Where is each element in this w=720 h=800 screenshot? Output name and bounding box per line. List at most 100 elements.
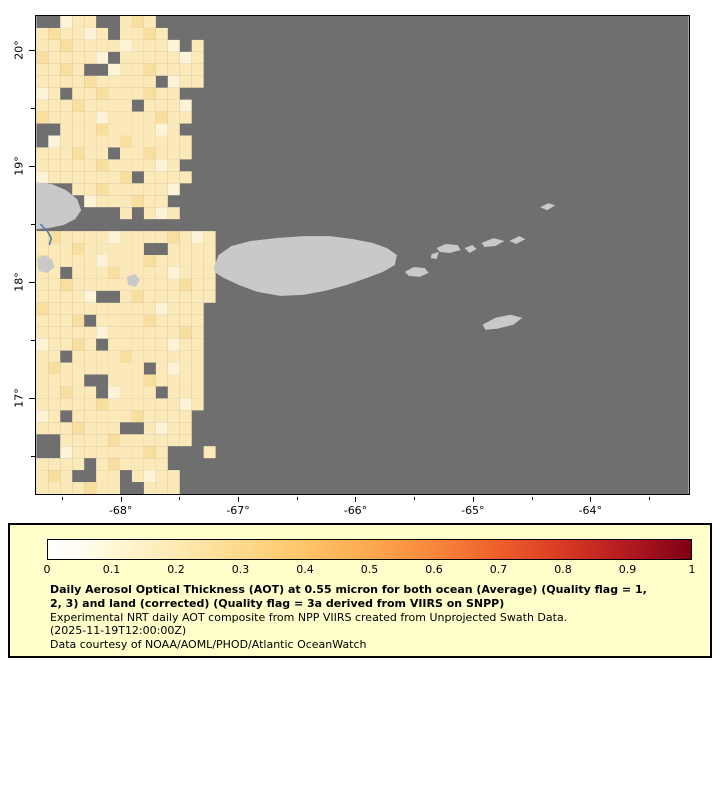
- aot-cell: [108, 111, 121, 124]
- aot-cell: [36, 27, 49, 40]
- aot-cell: [155, 135, 168, 148]
- aot-cell: [108, 338, 121, 351]
- aot-cell: [191, 255, 204, 267]
- x-axis-minor-tick: [179, 497, 181, 500]
- aot-cell: [120, 183, 132, 196]
- aot-cell: [48, 75, 61, 88]
- aot-cell: [179, 255, 192, 267]
- aot-cell: [155, 338, 168, 351]
- aot-cell: [191, 39, 204, 52]
- aot-cell: [143, 255, 156, 267]
- island-puerto-rico: [213, 236, 397, 296]
- aot-cell: [48, 398, 61, 411]
- aot-cell: [96, 99, 109, 112]
- aot-cell: [155, 51, 168, 64]
- aot-cell: [108, 135, 121, 148]
- aot-cell: [84, 446, 97, 459]
- aot-cell: [84, 302, 97, 315]
- aot-cell: [120, 195, 132, 208]
- aot-cell: [84, 159, 97, 172]
- y-axis-major-tick: [29, 281, 35, 283]
- x-axis-tick-label: -66°: [343, 504, 368, 517]
- aot-cell: [120, 111, 132, 124]
- aot-cell: [36, 398, 49, 411]
- colorbar: [47, 539, 692, 560]
- aot-cell: [143, 123, 156, 136]
- aot-cell: [167, 171, 180, 184]
- island-culebra: [430, 252, 439, 259]
- aot-cell: [131, 290, 144, 303]
- x-axis-major-tick: [120, 497, 122, 502]
- aot-cell: [96, 458, 109, 471]
- aot-cell: [143, 99, 156, 112]
- aot-cell: [96, 123, 109, 136]
- y-axis-minor-tick: [31, 223, 35, 225]
- aot-cell: [96, 111, 109, 124]
- aot-cell: [143, 63, 156, 76]
- aot-cell: [48, 422, 61, 435]
- aot-cell: [48, 231, 61, 244]
- aot-cell: [60, 231, 73, 244]
- aot-cell: [72, 266, 85, 279]
- colorbar-tick-label: 0.7: [489, 563, 508, 576]
- aot-cell: [108, 123, 121, 136]
- aot-cell: [155, 458, 168, 471]
- aot-cell: [131, 87, 144, 100]
- aot-cell: [60, 422, 73, 435]
- colorbar-tick-label: 0.5: [360, 563, 379, 576]
- legend-text-block: Daily Aerosol Optical Thickness (AOT) at…: [50, 583, 647, 652]
- aot-cell: [36, 482, 49, 494]
- aot-cell: [155, 171, 168, 184]
- aot-cell: [167, 87, 180, 100]
- x-axis-major-tick: [238, 497, 240, 502]
- aot-cell: [72, 398, 85, 411]
- colorbar-tick-label: 0.6: [425, 563, 443, 576]
- aot-cell: [143, 374, 156, 387]
- aot-cell: [167, 39, 180, 52]
- aot-cell: [108, 386, 121, 399]
- aot-cell: [84, 135, 97, 148]
- aot-cell: [48, 135, 61, 148]
- aot-cell: [72, 231, 85, 244]
- aot-cell: [60, 398, 73, 411]
- aot-cell: [36, 422, 49, 435]
- aot-cell: [72, 159, 85, 172]
- aot-cell: [155, 159, 168, 172]
- aot-cell: [60, 446, 73, 459]
- aot-cell: [179, 374, 192, 387]
- aot-cell: [143, 302, 156, 315]
- aot-cell: [96, 135, 109, 148]
- aot-cell: [120, 326, 132, 339]
- aot-cell: [155, 63, 168, 76]
- aot-cell: [179, 147, 192, 160]
- aot-cell: [155, 266, 168, 279]
- aot-cell: [143, 147, 156, 160]
- aot-cell: [96, 75, 109, 88]
- aot-cell: [96, 195, 109, 208]
- aot-cell: [191, 350, 204, 363]
- island-tortola: [481, 238, 505, 248]
- aot-cell: [84, 171, 97, 184]
- aot-cell: [179, 51, 192, 64]
- aot-cell: [36, 243, 49, 255]
- y-axis-minor-tick: [31, 455, 35, 457]
- aot-cell: [143, 446, 156, 459]
- aot-cell: [120, 231, 132, 244]
- aot-cell: [203, 255, 216, 267]
- aot-cell: [84, 410, 97, 423]
- aot-cell: [72, 374, 85, 387]
- aot-cell: [108, 362, 121, 375]
- aot-cell: [131, 350, 144, 363]
- aot-cell: [155, 350, 168, 363]
- aot-cell: [131, 446, 144, 459]
- aot-cell: [108, 75, 121, 88]
- aot-cell: [143, 39, 156, 52]
- aot-cell: [60, 362, 73, 375]
- aot-cell: [108, 470, 121, 483]
- aot-cell: [108, 374, 121, 387]
- colorbar-tick-label: 0.9: [618, 563, 637, 576]
- aot-cell: [36, 111, 49, 124]
- aot-cell: [96, 326, 109, 339]
- aot-cell: [108, 87, 121, 100]
- aot-cell: [131, 195, 144, 208]
